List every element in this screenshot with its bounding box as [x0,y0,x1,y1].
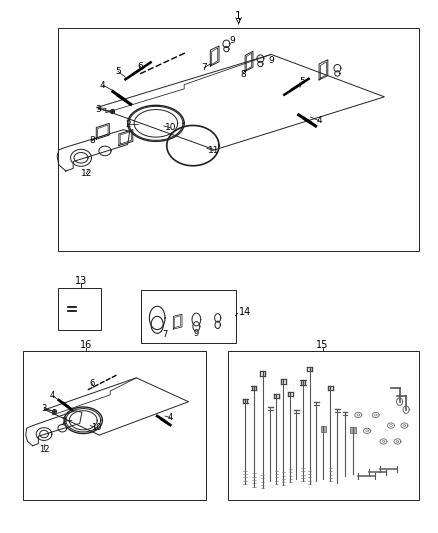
Text: 8: 8 [89,136,95,146]
Text: 4: 4 [100,80,106,90]
Text: 14: 14 [239,307,251,317]
Text: 4: 4 [316,116,322,125]
Text: 4: 4 [168,413,173,422]
Text: 12: 12 [39,445,49,454]
Text: 7: 7 [201,63,207,72]
Text: 7: 7 [162,330,168,339]
Bar [58,28,419,251]
Bar [321,425,326,432]
Text: 11: 11 [208,147,219,156]
Text: 6: 6 [137,62,143,70]
Bar [228,351,419,500]
Text: 10: 10 [165,123,176,132]
Text: 6: 6 [89,378,95,387]
Text: 10: 10 [91,423,102,432]
Text: 5: 5 [115,67,121,76]
Text: 16: 16 [80,340,92,350]
Text: 12: 12 [81,169,92,178]
Text: 4: 4 [50,391,55,400]
Text: 2: 2 [62,417,67,426]
Text: 3: 3 [95,105,101,114]
Text: 1: 1 [235,11,242,21]
Text: 9: 9 [229,36,235,45]
Text: 9: 9 [268,56,274,65]
Bar [350,426,356,433]
Text: 15: 15 [316,340,329,350]
Text: 3: 3 [41,404,47,413]
Text: 2: 2 [126,120,131,129]
Text: 5: 5 [299,77,304,86]
Bar [58,288,102,330]
Text: 13: 13 [75,276,87,286]
Text: 8: 8 [240,69,246,78]
Bar [141,290,237,343]
Bar [23,351,206,500]
Text: 9: 9 [194,329,199,338]
